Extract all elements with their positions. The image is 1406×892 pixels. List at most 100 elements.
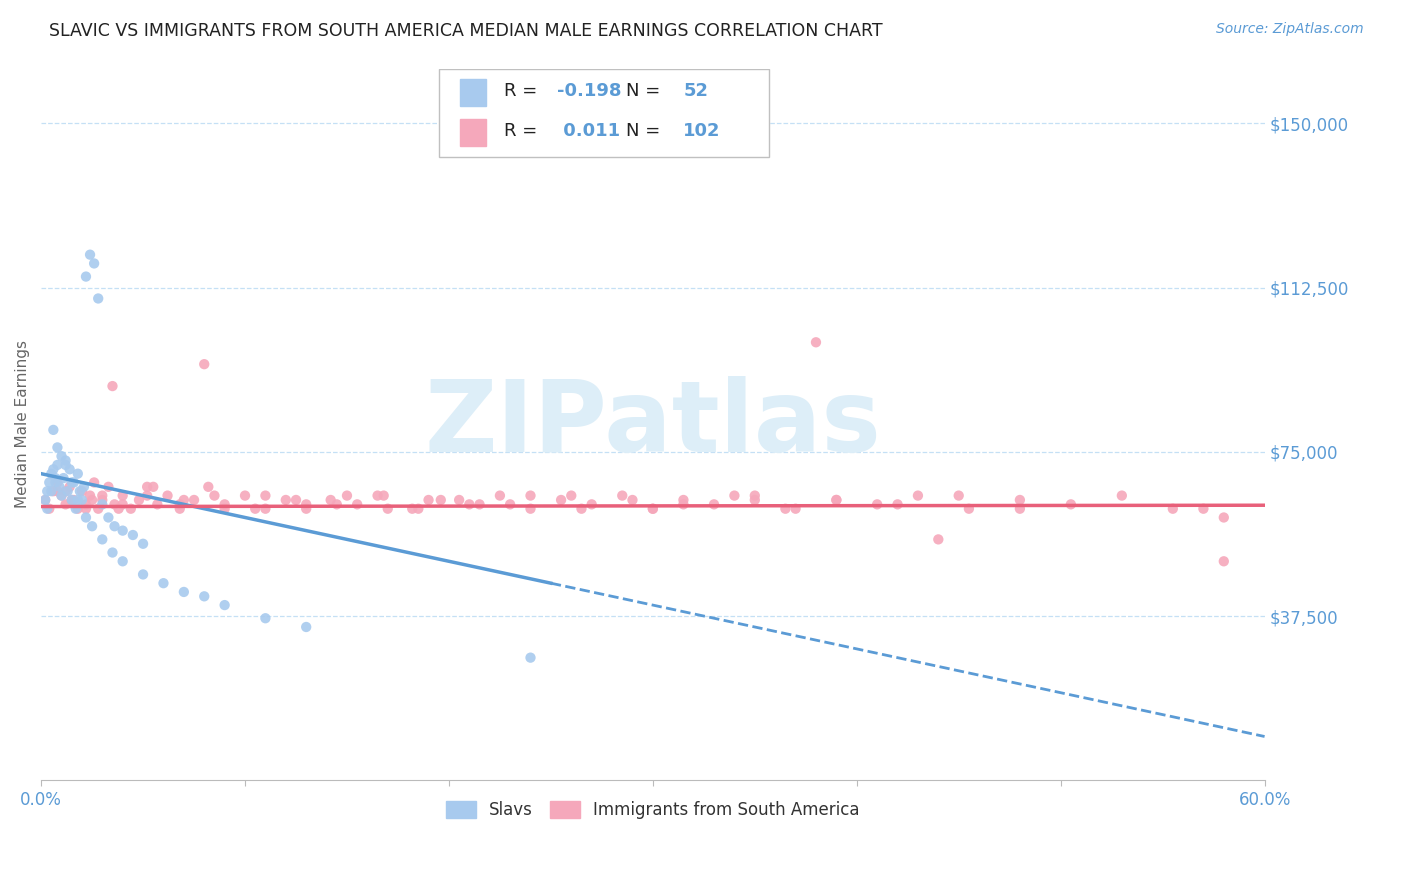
Point [948,489,970,503]
Bar [460,119,486,145]
Point [42,423,65,437]
Point [38,475,60,490]
Point [75,510,97,524]
Point [70,493,93,508]
Point [744,489,766,503]
Text: Source: ZipAtlas.com: Source: ZipAtlas.com [1216,22,1364,37]
Point [38,501,60,516]
Point [408,501,430,516]
Point [169,497,191,511]
Point [723,489,745,503]
Point [136,489,159,503]
Point [75,501,97,516]
Point [51,489,73,503]
Text: R =: R = [503,122,543,140]
Point [571,501,593,516]
Point [66,493,89,508]
Point [136,480,159,494]
Point [156,489,179,503]
Point [97,510,120,524]
Point [233,489,256,503]
Point [169,501,191,516]
Point [91,493,114,508]
Point [173,585,195,599]
Point [75,269,97,284]
Point [401,501,423,516]
Point [59,480,82,494]
Point [519,501,541,516]
Point [193,590,215,604]
Point [79,489,101,503]
Point [295,497,318,511]
Point [52,471,75,485]
Point [44,471,66,485]
Point [91,489,114,503]
Point [56,484,79,499]
Point [183,493,205,508]
Point [37,501,59,516]
Point [60,493,83,508]
Point [91,533,114,547]
Point [107,501,129,516]
Bar [460,79,486,106]
Text: ZIPatlas: ZIPatlas [425,376,882,473]
Text: N =: N = [626,82,666,100]
FancyBboxPatch shape [439,69,769,158]
Point [42,462,65,476]
Point [377,501,399,516]
Point [641,501,664,516]
Text: 102: 102 [683,122,721,140]
Point [319,493,342,508]
Point [39,484,62,499]
Point [142,480,165,494]
Point [346,497,368,511]
Point [101,545,124,559]
Point [122,528,145,542]
Point [51,449,73,463]
Point [70,484,93,499]
Point [1212,554,1234,568]
Point [1060,497,1083,511]
Point [34,493,56,508]
Text: N =: N = [626,122,666,140]
Point [703,497,725,511]
Point [55,497,77,511]
Point [59,462,82,476]
Point [80,493,103,508]
Point [55,458,77,472]
Point [83,256,105,270]
Point [132,537,155,551]
Point [866,497,889,511]
Text: 52: 52 [683,82,709,100]
Point [46,475,69,490]
Point [39,467,62,481]
Point [641,501,664,516]
Point [111,497,134,511]
Point [336,489,359,503]
Point [46,484,69,499]
Point [60,493,83,508]
Point [825,493,848,508]
Point [907,489,929,503]
Point [672,497,695,511]
Point [101,379,124,393]
Point [1161,501,1184,516]
Point [550,493,572,508]
Point [429,493,451,508]
Point [581,497,603,511]
Point [48,480,70,494]
Point [69,484,91,499]
Text: 0.011: 0.011 [557,122,620,140]
Point [65,501,87,516]
Point [285,493,308,508]
Point [37,484,59,499]
Point [886,497,908,511]
Point [458,497,481,511]
Point [519,489,541,503]
Point [152,576,174,591]
Point [193,357,215,371]
Point [80,519,103,533]
Point [254,489,277,503]
Point [173,493,195,508]
Point [373,489,395,503]
